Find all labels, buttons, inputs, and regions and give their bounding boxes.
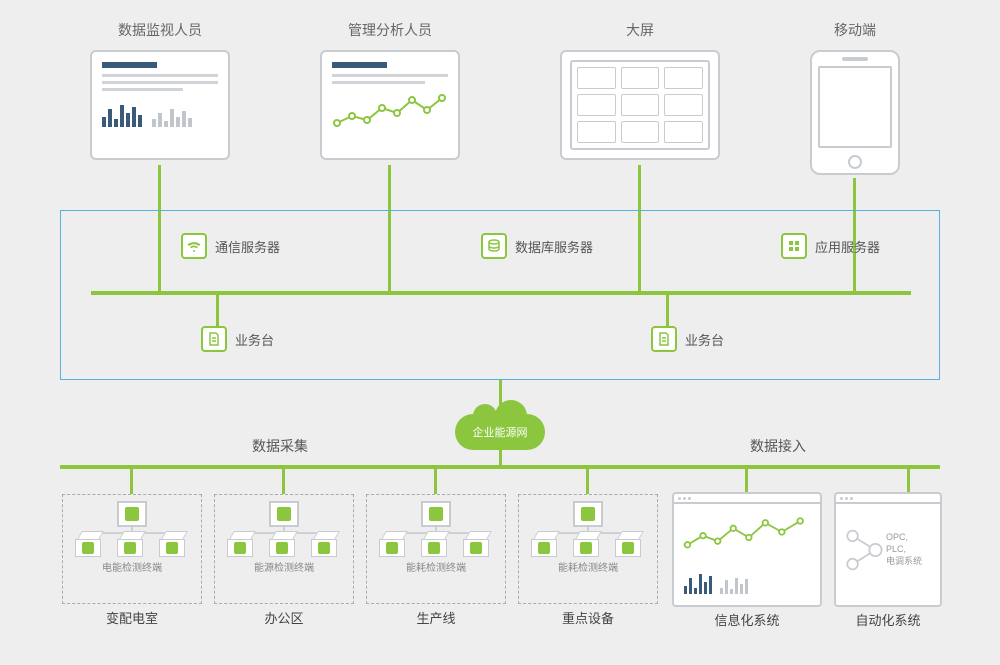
cluster-equipment-caption: 能耗检测终端 <box>519 559 657 574</box>
document-panel-icon <box>90 50 230 160</box>
server-db: 数据库服务器 <box>481 233 593 259</box>
panel-auto-title: 自动化系统 <box>836 610 940 629</box>
connector-v <box>907 469 910 492</box>
server-comm-label: 通信服务器 <box>215 237 280 256</box>
server-app-label: 应用服务器 <box>815 237 880 256</box>
cluster-office-title: 办公区 <box>215 608 353 627</box>
cloud-label: 企业能源网 <box>473 424 528 440</box>
phone-icon <box>810 50 900 175</box>
chart-panel-icon <box>320 50 460 160</box>
server-db-label: 数据库服务器 <box>515 237 593 256</box>
cluster-equipment-title: 重点设备 <box>519 608 657 627</box>
connector-v <box>499 448 502 466</box>
panel-info-system: 信息化系统 <box>672 492 822 607</box>
cluster-production-caption: 能耗检测终端 <box>367 559 505 574</box>
label-monitor: 数据监视人员 <box>90 20 230 40</box>
connector-v <box>130 469 133 494</box>
cluster-head-icon <box>117 501 147 527</box>
server-comm: 通信服务器 <box>181 233 280 259</box>
workstation-1-label: 业务台 <box>235 330 274 349</box>
label-mobile: 移动端 <box>810 20 900 40</box>
cluster-power-title: 变配电室 <box>63 608 201 627</box>
auto-side-text: OPC, PLC, 电调系统 <box>886 532 922 567</box>
cloud-node: 企业能源网 <box>455 414 545 450</box>
cluster-office: 能源检测终端 办公区 <box>214 494 354 604</box>
server-bus <box>91 291 911 295</box>
connector-v <box>388 165 391 210</box>
app-icon <box>781 233 807 259</box>
workstation-1: 业务台 <box>201 326 274 352</box>
cluster-office-caption: 能源检测终端 <box>215 559 353 574</box>
grid-screen-icon <box>560 50 720 160</box>
node-bigscreen: 大屏 <box>560 20 720 160</box>
server-app: 应用服务器 <box>781 233 880 259</box>
connector-v <box>586 469 589 494</box>
wave-chart-icon <box>680 510 814 565</box>
server-tier-box: 通信服务器 数据库服务器 应用服务器 业务台 业务台 <box>60 210 940 380</box>
database-icon <box>481 233 507 259</box>
connector-v <box>745 469 748 492</box>
section-left-label: 数据采集 <box>252 436 308 456</box>
node-analyst: 管理分析人员 <box>320 20 460 160</box>
label-analyst: 管理分析人员 <box>320 20 460 40</box>
connector-v <box>158 165 161 210</box>
doc-icon <box>201 326 227 352</box>
cluster-power: 电能检测终端 变配电室 <box>62 494 202 604</box>
connector-v <box>282 469 285 494</box>
node-monitor: 数据监视人员 <box>90 20 230 160</box>
top-tier: 数据监视人员 管理分析人员 大屏 <box>0 20 1000 170</box>
cluster-production-title: 生产线 <box>367 608 505 627</box>
label-bigscreen: 大屏 <box>560 20 720 40</box>
cluster-production: 能耗检测终端 生产线 <box>366 494 506 604</box>
wifi-icon <box>181 233 207 259</box>
cluster-power-caption: 电能检测终端 <box>63 559 201 574</box>
panel-auto-system: OPC, PLC, 电调系统 自动化系统 <box>834 492 942 607</box>
workstation-2-label: 业务台 <box>685 330 724 349</box>
section-right-label: 数据接入 <box>750 436 806 456</box>
network-nodes-icon <box>842 520 886 580</box>
connector-v <box>638 165 641 210</box>
connector-v <box>434 469 437 494</box>
cluster-equipment: 能耗检测终端 重点设备 <box>518 494 658 604</box>
doc-icon <box>651 326 677 352</box>
workstation-2: 业务台 <box>651 326 724 352</box>
panel-info-title: 信息化系统 <box>674 610 820 629</box>
node-mobile: 移动端 <box>810 20 900 175</box>
line-chart-icon <box>332 88 452 138</box>
connector-v <box>853 178 856 210</box>
main-bus <box>60 465 940 469</box>
